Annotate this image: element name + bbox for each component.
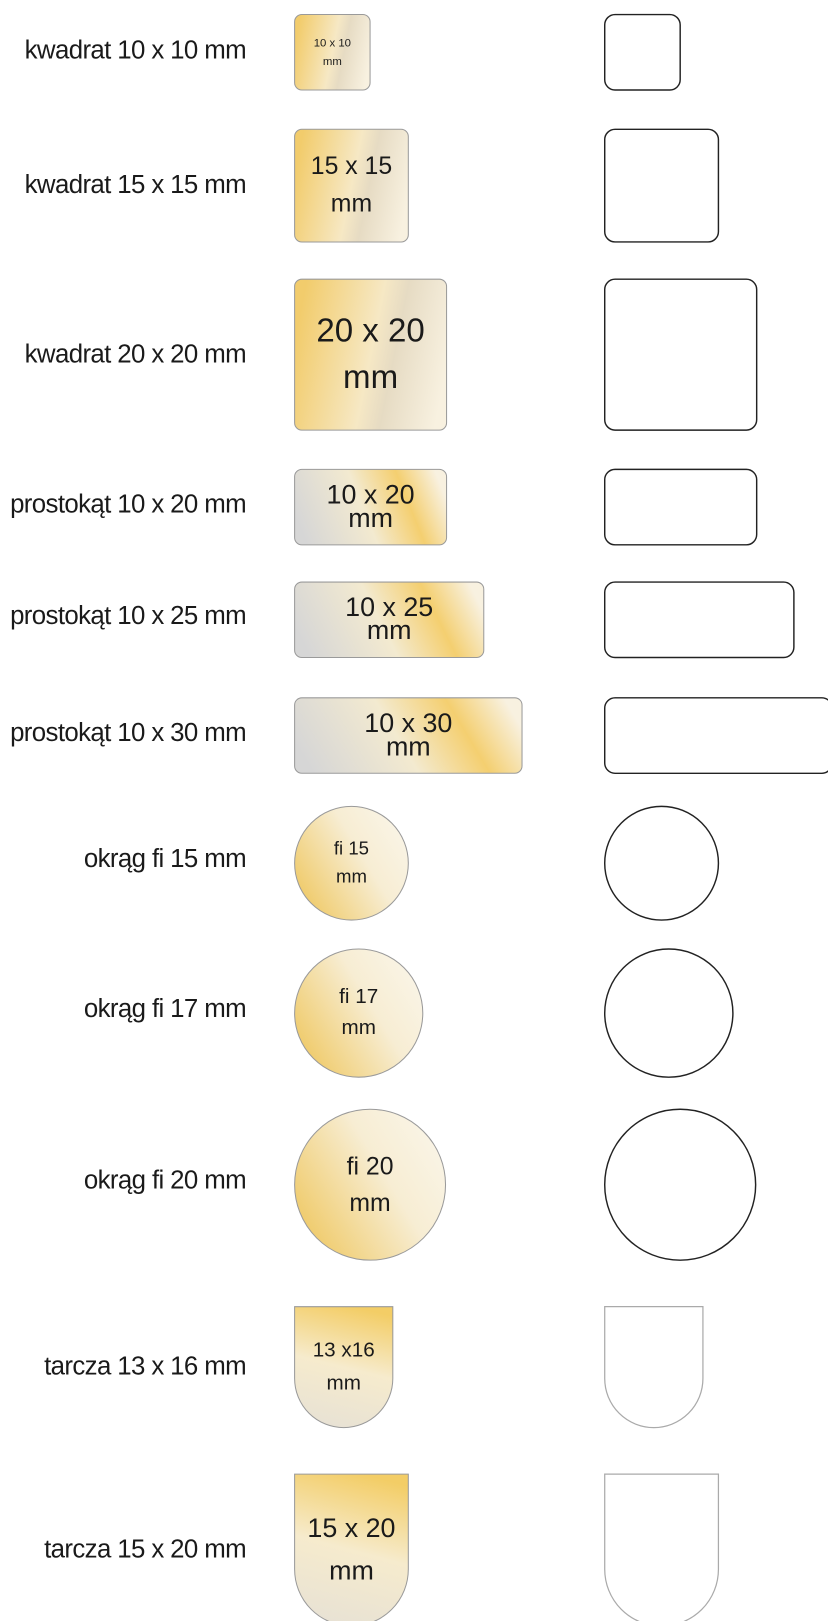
plate-text: 13 x16 (313, 1339, 375, 1362)
shape-label: okrąg fi 17 mm (84, 995, 246, 1023)
plate (294, 697, 523, 774)
shape-label: tarcza 15 x 20 mm (44, 1535, 246, 1563)
plate-text: mm (323, 56, 342, 68)
shape-label: prostokąt 10 x 25 mm (10, 602, 246, 630)
plate (294, 948, 424, 1078)
plate-text: 10 x 20 (327, 479, 415, 509)
plate-text: 15 x 15 (311, 153, 392, 180)
outline (603, 697, 828, 775)
plate-text: mm (343, 359, 398, 396)
plate-text: fi 15 (334, 838, 369, 859)
shape-label: kwadrat 20 x 20 mm (25, 340, 246, 368)
plate-text: 10 x 30 (364, 708, 452, 738)
plate (294, 1108, 447, 1261)
plate-text: 10 x 25 (345, 592, 433, 622)
plate-text: mm (336, 866, 367, 887)
outline (603, 128, 720, 243)
shape-label: prostokąt 10 x 30 mm (10, 719, 246, 747)
outline (603, 1108, 757, 1261)
shape-label: okrąg fi 20 mm (84, 1166, 246, 1194)
plate (294, 805, 409, 921)
plate-text: 20 x 20 (316, 313, 424, 350)
outline (603, 581, 795, 659)
shape-label: okrąg fi 15 mm (84, 845, 246, 873)
plate-text: mm (329, 1555, 374, 1585)
plate-text: 10 x 10 (314, 37, 351, 49)
plate-text: fi 20 (347, 1154, 394, 1181)
shape-label: kwadrat 10 x 10 mm (25, 37, 246, 65)
plate (294, 128, 409, 243)
outline (603, 805, 720, 921)
outline (604, 1473, 720, 1621)
plate (294, 581, 485, 659)
plate-text: 15 x 20 (307, 1513, 395, 1543)
plate-text: mm (341, 1016, 375, 1039)
shape-label: prostokąt 10 x 20 mm (10, 490, 246, 518)
shape-label: tarcza 13 x 16 mm (44, 1352, 246, 1380)
outline (603, 278, 758, 431)
plate (294, 1306, 394, 1429)
plate-text: mm (348, 503, 393, 533)
outline (603, 468, 758, 546)
plate (294, 278, 448, 431)
plate-text: fi 17 (339, 985, 378, 1008)
plate-text: mm (349, 1190, 390, 1217)
plate-text: mm (367, 615, 412, 645)
plate (294, 1473, 409, 1621)
plate-text: mm (386, 732, 431, 762)
plate-text: mm (331, 190, 372, 217)
plate (294, 468, 448, 546)
shape-label: kwadrat 15 x 15 mm (25, 171, 246, 199)
outline (604, 1306, 704, 1429)
outline (603, 13, 681, 91)
outline (603, 948, 734, 1078)
plate (294, 14, 371, 91)
plate-text: mm (326, 1372, 360, 1395)
